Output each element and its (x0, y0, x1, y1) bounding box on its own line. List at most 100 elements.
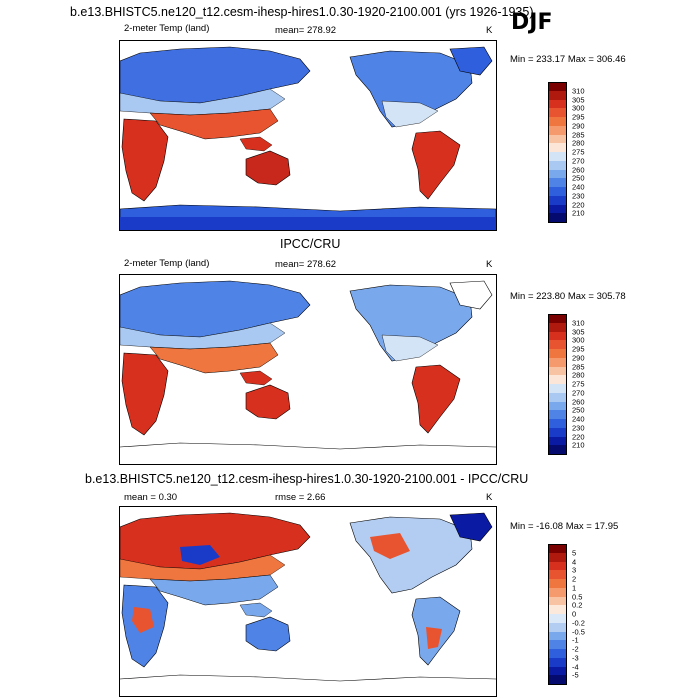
panel2-colorbar-swatch (548, 392, 567, 402)
panel1-colorbar-label: 220 (572, 200, 585, 209)
panel2-colorbar-swatch (548, 375, 567, 384)
panel3-units-label: K (486, 492, 493, 503)
panel3-colorbar-swatch (548, 614, 567, 623)
panel2-colorbar-label: 210 (572, 440, 585, 450)
panel1-colorbar-swatch (548, 82, 567, 92)
panel1-colorbar-swatch (548, 117, 567, 126)
panel1-variable-label: 2-meter Temp (land) (124, 23, 210, 34)
panel3-colorbar-swatch (548, 587, 567, 597)
panel2-colorbar-swatch (548, 331, 567, 341)
panel2-eurasia-mid (120, 322, 286, 350)
panel3-rmse-label: rmse = 2.66 (275, 492, 326, 503)
panel1-colorbar-label: 295 (572, 112, 585, 122)
panel1-colorbar-swatch (548, 99, 567, 109)
panel1-eurasia-north (120, 46, 311, 104)
panel3-colorbar-swatch (548, 552, 567, 562)
panel3-colorbar-label: 0.5 (572, 592, 583, 601)
panel3-map (119, 506, 497, 697)
panel1-colorbar-swatch (548, 125, 567, 135)
panel3-colorbar-swatch (548, 649, 567, 658)
panel1-colorbar-swatch (548, 195, 567, 205)
panel1-se-asia (239, 136, 273, 152)
season-label: DJF (511, 10, 553, 35)
panel3-colorbar-swatch (548, 544, 567, 554)
panel3-na-patch-red (370, 533, 410, 559)
panel3-south-asia (149, 574, 279, 606)
panel3-colorbar-swatch (548, 579, 567, 588)
panel3-colorbar-swatch (548, 631, 567, 641)
panel2-colorbar-label: 310 (572, 318, 585, 328)
panel2-eurasia-north (120, 280, 311, 338)
panel2-colorbar: 310 305 300 295 290 285 280 275 270 260 250 240 230 2… (548, 314, 608, 459)
panel3-antarctica-outline (120, 674, 496, 682)
panel3-colorbar-label: -1 (572, 635, 579, 645)
panel2-colorbar-label: 295 (572, 344, 585, 354)
panel2-us-south (381, 334, 439, 362)
panel1-colorbar-label: 210 (572, 208, 585, 218)
panel2-colorbar-swatch (548, 322, 567, 332)
panel1-colorbar-swatch (548, 204, 567, 214)
panel3-colorbar-swatch (548, 570, 567, 579)
panel2-colorbar-label: 270 (572, 388, 585, 398)
panel3-colorbar-swatch (548, 561, 567, 571)
panel2-colorbar-swatch (548, 314, 567, 324)
panel2-colorbar-swatch (548, 445, 567, 455)
panel2-australia (245, 384, 291, 420)
panel1-map (119, 40, 497, 231)
panel2-colorbar-label: 290 (572, 353, 585, 363)
panel2-colorbar-label: 305 (572, 327, 585, 336)
panel2-south-asia (149, 342, 279, 374)
panel3-colorbar-label: -0.5 (572, 627, 585, 636)
panel1-colorbar-label: 260 (572, 165, 585, 174)
panel1-colorbar-swatch (548, 169, 567, 179)
panel1-africa (121, 118, 169, 202)
figure-title: b.e13.BHISTC5.ne120_t12.cesm-ihesp-hires… (70, 5, 534, 19)
panel3-north-america (349, 516, 473, 594)
panel2-colorbar-swatch (548, 401, 567, 411)
panel2-colorbar-swatch (548, 419, 567, 428)
panel2-colorbar-label: 220 (572, 432, 585, 441)
panel3-australia (245, 616, 291, 652)
panel1-colorbar-label: 285 (572, 130, 585, 139)
panel3-colorbar-swatch (548, 596, 567, 606)
panel1-colorbar-swatch (548, 134, 567, 144)
panel2-colorbar-label: 260 (572, 397, 585, 406)
panel1-map-svg (120, 46, 496, 230)
panel2-colorbar-swatch (548, 357, 567, 367)
panel3-colorbar-label: -0.2 (572, 618, 585, 628)
panel2-antarctica-outline (120, 442, 496, 450)
panel1-antarctica-inner (120, 217, 496, 230)
panel3-eurasia-north (120, 512, 311, 570)
panel3-colorbar-label: -3 (572, 653, 579, 663)
panel1-australia (245, 150, 291, 186)
panel3-eurasia-mid (120, 554, 286, 582)
panel3-colorbar-label: -2 (572, 644, 579, 654)
panel3-colorbar-swatch (548, 622, 567, 632)
panel1-colorbar-swatch (548, 160, 567, 170)
panel3-map-svg (120, 512, 496, 682)
panel3-colorbar-label: 0 (572, 609, 577, 619)
panel2-colorbar-swatch (548, 384, 567, 393)
panel2-variable-label: 2-meter Temp (land) (124, 258, 210, 269)
panel3-colorbar-label: -4 (572, 662, 579, 671)
panel1-colorbar-swatch (548, 152, 567, 161)
panel2-colorbar-label: 275 (572, 379, 585, 389)
panel1-south-america (411, 130, 461, 200)
panel3-colorbar-label: 0.2 (572, 600, 583, 610)
panel3-minmax-label: Min = -16.08 Max = 17.95 (510, 521, 619, 532)
panel3-colorbar-label: 5 (572, 548, 577, 558)
panel1-colorbar-label: 270 (572, 156, 585, 166)
panel1-colorbar-swatch (548, 143, 567, 152)
panel2-se-asia (239, 370, 273, 386)
panel3-colorbar-swatch (548, 675, 567, 685)
panel3-eurasia-patch-blue (180, 545, 220, 565)
panel3-se-asia (239, 602, 273, 618)
panel1-south-asia (149, 108, 279, 140)
panel3-mean-label: mean = 0.30 (124, 492, 178, 503)
panel1-colorbar-label: 250 (572, 173, 585, 183)
panel1-colorbar-swatch (548, 108, 567, 117)
panel1-colorbar-swatch (548, 90, 567, 100)
panel3-colorbar-label: 2 (572, 574, 577, 584)
panel2-colorbar-swatch (548, 427, 567, 437)
panel1-colorbar: 310 305 300 295 290 285 280 275 270 260 250 240 230 2… (548, 82, 608, 227)
